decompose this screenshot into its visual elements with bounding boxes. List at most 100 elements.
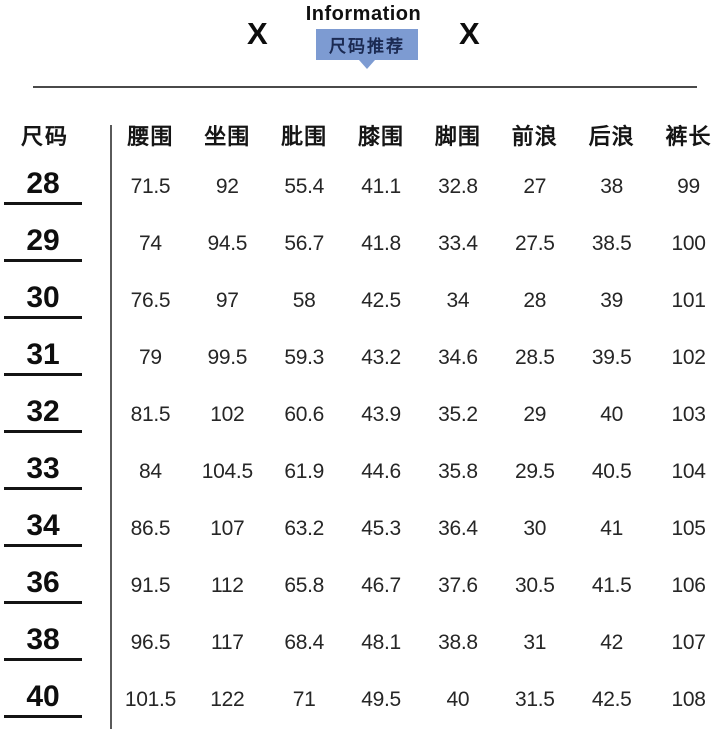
column-header: 后浪 [588,124,635,149]
row-values: 91.5 112 65.8 46.7 37.6 30.5 41.5 106 [112,574,727,598]
cell: 38.5 [591,231,632,255]
cell: 27 [523,174,547,198]
cell: 65.8 [284,573,325,597]
size-value: 33 [4,453,82,491]
table-row: 28 71.5 92 55.4 41.1 32.8 27 38 99 [0,158,727,215]
column-header: 肶围 [281,124,328,149]
header-row-measures: 腰围 坐围 肶围 膝围 脚围 前浪 后浪 裤长 [112,119,727,151]
size-cell: 34 [0,510,112,548]
row-values: 79 99.5 59.3 43.2 34.6 28.5 39.5 102 [112,346,727,370]
size-cell: 28 [0,168,112,206]
cell: 44.6 [361,459,401,483]
cell: 61.9 [284,459,325,483]
horizontal-divider [33,86,697,88]
badge-pointer-icon [359,60,375,69]
row-values: 84 104.5 61.9 44.6 35.8 29.5 40.5 104 [112,460,727,484]
cell: 42.5 [361,288,401,312]
cell: 45.3 [361,516,401,540]
cell: 104.5 [201,459,253,483]
cell: 102 [671,345,706,369]
cell: 28 [523,288,547,312]
cell: 37.6 [438,573,478,597]
cell: 40.5 [591,459,632,483]
size-cell: 32 [0,396,112,434]
cell: 30.5 [514,573,555,597]
size-column-header: 尺码 [20,124,69,149]
cell: 104 [671,459,706,483]
cell: 35.8 [438,459,478,483]
right-x-mark: X [459,16,480,51]
size-recommendation-badge: 尺码推荐 [316,29,418,69]
size-value: 29 [4,225,82,263]
row-values: 81.5 102 60.6 43.9 35.2 29 40 103 [112,403,727,427]
cell: 39.5 [591,345,632,369]
cell: 107 [210,516,245,540]
cell: 42.5 [591,687,632,711]
row-values: 74 94.5 56.7 41.8 33.4 27.5 38.5 100 [112,232,727,256]
size-cell: 36 [0,567,112,605]
badge-label: 尺码推荐 [329,37,405,56]
cell: 59.3 [284,345,325,369]
cell: 71 [292,687,316,711]
cell: 58 [292,288,316,312]
cell: 76.5 [130,288,171,312]
size-value: 36 [4,567,82,605]
size-value: 34 [4,510,82,548]
row-values: 101.5 122 71 49.5 40 31.5 42.5 108 [112,688,727,712]
cell: 97 [215,288,239,312]
column-header: 前浪 [511,124,558,149]
cell: 43.9 [361,402,401,426]
cell: 30 [523,516,547,540]
cell: 31.5 [514,687,555,711]
cell: 29.5 [514,459,555,483]
cell: 34.6 [438,345,478,369]
table-body: 28 71.5 92 55.4 41.1 32.8 27 38 99 29 74 94.5 56.7 41… [0,158,727,728]
page-header: Information X X 尺码推荐 [0,0,727,112]
cell: 36.4 [438,516,478,540]
cell: 71.5 [130,174,171,198]
cell: 101.5 [124,687,176,711]
cell: 56.7 [284,231,325,255]
cell: 39 [600,288,624,312]
size-cell: 33 [0,453,112,491]
cell: 105 [671,516,706,540]
size-cell: 38 [0,624,112,662]
table-row: 36 91.5 112 65.8 46.7 37.6 30.5 41.5 106 [0,557,727,614]
size-value: 38 [4,624,82,662]
table-row: 38 96.5 117 68.4 48.1 38.8 31 42 107 [0,614,727,671]
cell: 101 [671,288,706,312]
cell: 38 [600,174,624,198]
cell: 34 [446,288,470,312]
cell: 96.5 [130,630,171,654]
left-x-mark: X [247,16,268,51]
cell: 49.5 [361,687,401,711]
cell: 29 [523,402,547,426]
cell: 28.5 [514,345,555,369]
cell: 48.1 [361,630,401,654]
cell: 99 [677,174,700,198]
cell: 41.5 [591,573,632,597]
cell: 27.5 [514,231,555,255]
table-row: 30 76.5 97 58 42.5 34 28 39 101 [0,272,727,329]
cell: 81.5 [130,402,171,426]
cell: 41.8 [361,231,401,255]
cell: 43.2 [361,345,401,369]
cell: 122 [210,687,245,711]
cell: 117 [211,630,244,654]
table-row: 32 81.5 102 60.6 43.9 35.2 29 40 103 [0,386,727,443]
size-value: 30 [4,282,82,320]
size-value: 40 [4,681,82,719]
cell: 68.4 [284,630,325,654]
column-header: 坐围 [204,124,251,149]
column-header: 脚围 [434,124,481,149]
size-cell: 30 [0,282,112,320]
column-header: 裤长 [665,124,712,149]
cell: 35.2 [438,402,478,426]
cell: 41.1 [361,174,401,198]
cell: 108 [671,687,706,711]
size-cell: 40 [0,681,112,719]
cell: 60.6 [284,402,325,426]
size-chart-table: 尺码 腰围 坐围 肶围 膝围 脚围 前浪 后浪 裤长 28 71.5 92 55.4 41.1 32.8… [0,112,727,729]
cell: 91.5 [130,573,171,597]
cell: 112 [211,573,244,597]
